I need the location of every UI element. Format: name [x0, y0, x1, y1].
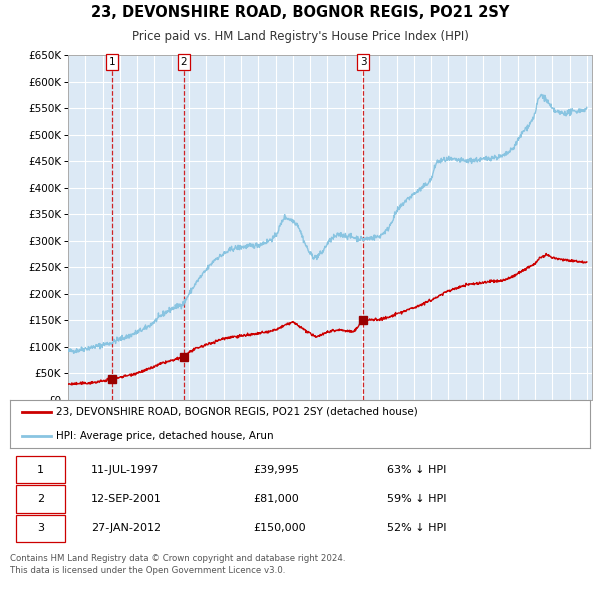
Text: This data is licensed under the Open Government Licence v3.0.: This data is licensed under the Open Gov… [10, 566, 286, 575]
Text: 12-SEP-2001: 12-SEP-2001 [91, 494, 162, 504]
Text: 2: 2 [181, 57, 187, 67]
Text: 27-JAN-2012: 27-JAN-2012 [91, 523, 161, 533]
Text: Price paid vs. HM Land Registry's House Price Index (HPI): Price paid vs. HM Land Registry's House … [131, 30, 469, 43]
Text: £39,995: £39,995 [254, 464, 299, 474]
Text: HPI: Average price, detached house, Arun: HPI: Average price, detached house, Arun [56, 431, 274, 441]
Text: 23, DEVONSHIRE ROAD, BOGNOR REGIS, PO21 2SY: 23, DEVONSHIRE ROAD, BOGNOR REGIS, PO21 … [91, 5, 509, 20]
Bar [16, 514, 65, 542]
Text: 23, DEVONSHIRE ROAD, BOGNOR REGIS, PO21 2SY (detached house): 23, DEVONSHIRE ROAD, BOGNOR REGIS, PO21 … [56, 407, 418, 417]
Text: Contains HM Land Registry data © Crown copyright and database right 2024.: Contains HM Land Registry data © Crown c… [10, 554, 346, 563]
Text: £81,000: £81,000 [254, 494, 299, 504]
Text: £150,000: £150,000 [254, 523, 306, 533]
Text: 11-JUL-1997: 11-JUL-1997 [91, 464, 160, 474]
Text: 59% ↓ HPI: 59% ↓ HPI [387, 494, 446, 504]
Text: 2: 2 [37, 494, 44, 504]
Text: 3: 3 [37, 523, 44, 533]
Text: 1: 1 [109, 57, 115, 67]
Text: 3: 3 [360, 57, 367, 67]
Bar [16, 485, 65, 513]
Text: 1: 1 [37, 464, 44, 474]
Text: 63% ↓ HPI: 63% ↓ HPI [387, 464, 446, 474]
Text: 52% ↓ HPI: 52% ↓ HPI [387, 523, 446, 533]
Bar [16, 455, 65, 483]
